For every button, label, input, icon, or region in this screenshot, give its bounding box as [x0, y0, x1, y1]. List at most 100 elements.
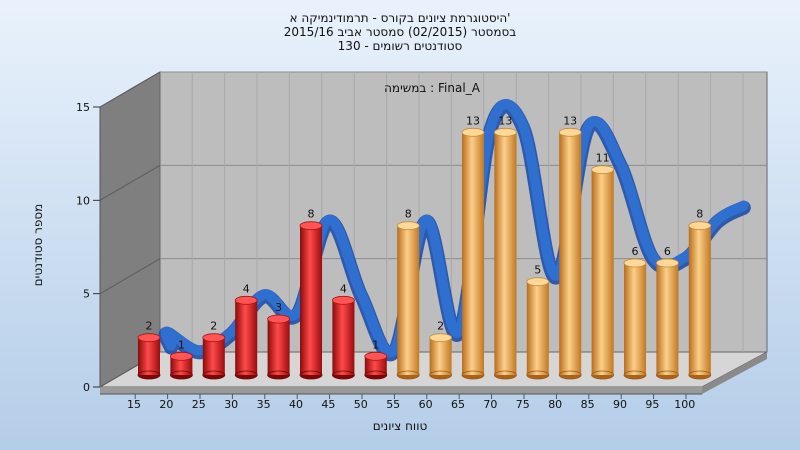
chart-subtitle: במשימה : Final_A [384, 81, 481, 95]
bar-base-edge [267, 370, 291, 380]
data-label: 4 [340, 282, 347, 295]
bar-top [623, 258, 647, 268]
data-labels: 2 1 2 4 3 8 4 1 8 2 13 13 5 13 11 6 6 8 [146, 114, 704, 351]
x-tick-label: 70 [483, 398, 497, 411]
bars-group [137, 127, 712, 380]
bar-top [429, 333, 453, 343]
x-axis: 15 20 25 30 35 40 45 50 55 60 65 70 75 80 85 90 95 100 [100, 393, 702, 411]
bar-body [170, 356, 193, 375]
bar-base-edge [137, 370, 161, 380]
bar-body [526, 281, 549, 375]
bar [558, 127, 582, 380]
data-label: 2 [210, 320, 217, 333]
y-tick-label: 10 [76, 194, 90, 207]
x-tick-label: 45 [321, 398, 335, 411]
y-axis: 0 5 10 15 [76, 101, 100, 394]
bar-top [169, 351, 193, 361]
bar-body [624, 263, 646, 375]
x-tick-label: 100 [674, 398, 695, 411]
x-tick-label: 50 [354, 398, 368, 411]
bar-top [267, 314, 291, 324]
bar [331, 295, 355, 380]
bar-base-edge [429, 370, 453, 380]
bar [299, 221, 323, 380]
bar-body [462, 132, 484, 375]
x-tick-label: 80 [548, 398, 562, 411]
bar-base-edge [526, 370, 550, 380]
x-tick-label: 25 [192, 398, 206, 411]
bar-body [364, 356, 387, 375]
x-tick-label: 75 [516, 398, 530, 411]
x-tick-label: 40 [289, 398, 303, 411]
y-tick-label: 5 [83, 288, 90, 301]
curve-ribbon [160, 99, 749, 358]
x-tick-label: 20 [159, 398, 173, 411]
data-label: 8 [308, 208, 315, 221]
bar [202, 333, 226, 380]
x-tick-label: 35 [257, 398, 271, 411]
bar-body [591, 169, 614, 375]
data-label: 11 [596, 152, 610, 165]
bar-base-edge [688, 370, 712, 380]
bar [493, 127, 517, 380]
bar-base-edge [591, 370, 614, 380]
bar [267, 314, 291, 380]
data-label: 13 [498, 114, 512, 127]
bar-base-edge [202, 370, 226, 380]
bar-body [559, 132, 582, 375]
bar-body [494, 132, 517, 375]
bar-top [137, 333, 161, 343]
data-label: 1 [178, 338, 185, 351]
gridline-side [99, 71, 161, 108]
bar-top [234, 295, 258, 305]
y-tick-label: 0 [83, 381, 90, 394]
bar [688, 221, 712, 380]
bar-base-edge [299, 370, 323, 380]
bar-top [591, 165, 614, 175]
bar-base-edge [493, 370, 517, 380]
x-tick-label: 85 [581, 398, 595, 411]
bar-body [300, 225, 322, 375]
bar-top [299, 221, 323, 231]
bar-base-edge [623, 370, 647, 380]
bar-base-edge [234, 370, 258, 380]
data-label: 2 [437, 320, 444, 333]
x-tick-label: 60 [419, 398, 433, 411]
bar-base-edge [558, 370, 582, 380]
x-tick-label: 90 [613, 398, 627, 411]
bar-body [332, 300, 355, 375]
x-axis-label: טווח ציונים [373, 419, 428, 433]
bar-top [364, 351, 388, 361]
distribution-curve [158, 99, 751, 362]
bar [396, 221, 420, 380]
bar-base-edge [461, 370, 485, 380]
y-axis-label: מספר סטודנטים [31, 204, 45, 287]
bar-body [202, 337, 225, 375]
x-tick-label: 65 [451, 398, 465, 411]
data-label: 13 [563, 114, 577, 127]
bar [656, 258, 679, 380]
bar-top [656, 258, 679, 268]
bar-base-edge [364, 370, 388, 380]
data-label: 2 [146, 320, 153, 333]
bar-base-edge [656, 370, 679, 380]
bar [526, 277, 550, 380]
bar-body [688, 225, 711, 375]
title-line-3: סטודנטים רשומים - 130 [338, 39, 463, 53]
bar-body [397, 225, 420, 375]
data-label: 6 [664, 245, 671, 258]
title-line-1: היסטוגרמת ציונים בקורס - תרמודינמיקה א' [290, 11, 511, 25]
gridline-side [99, 258, 161, 295]
bar [429, 333, 453, 380]
data-label: 4 [243, 282, 250, 295]
floor-edge [100, 387, 702, 394]
bar-top [558, 127, 582, 137]
bar-base-edge [396, 370, 420, 380]
bar-top [461, 127, 485, 137]
x-tick-label: 95 [645, 398, 659, 411]
bar-body [429, 337, 452, 375]
bar [591, 165, 614, 380]
bar-base-edge [331, 370, 355, 380]
